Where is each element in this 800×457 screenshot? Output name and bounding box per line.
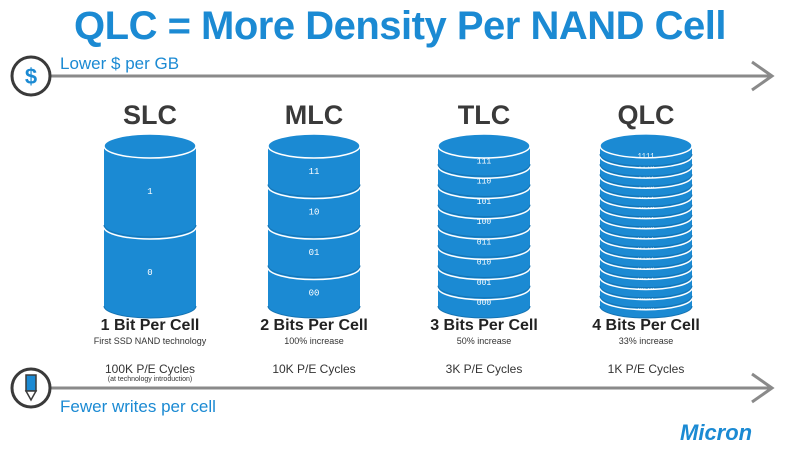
page-title: QLC = More Density Per NAND Cell (74, 4, 726, 48)
cell-level-value: 11 (309, 167, 320, 177)
cell-level-value: 1100 (638, 183, 655, 191)
pe-cycles-label: 100K P/E Cycles (104, 362, 196, 376)
bits-per-cell-label: 4 Bits Per Cell (592, 317, 700, 334)
bottom-arrow-label: Fewer writes per cell (60, 397, 216, 416)
cell-level-value: 0 (147, 268, 152, 278)
increase-label: 33% increase (618, 336, 674, 346)
pencil-icon (10, 367, 52, 409)
cell-level-value: 1110 (638, 163, 655, 171)
cell-level-value: 1111 (638, 153, 655, 161)
cell-level-value: 111 (477, 157, 492, 166)
cell-level-value: 1001 (638, 214, 655, 222)
svg-text:$: $ (25, 64, 37, 89)
cell-level-value: 1101 (638, 173, 655, 181)
dollar-icon: $ (10, 55, 52, 97)
cell-level-value: 110 (477, 178, 492, 187)
bottom-arrow (10, 367, 775, 409)
cell-level-value: 10 (309, 207, 320, 217)
pe-cycles-label: 3K P/E Cycles (445, 362, 523, 376)
cell-level-value: 01 (309, 248, 320, 258)
cell-level-value: 0001 (638, 295, 655, 303)
micron-logo: Micron (680, 420, 753, 445)
column-name: SLC (123, 100, 177, 130)
cell-level-disc: 1111 (599, 133, 693, 167)
cell-level-disc: 1 (103, 133, 197, 238)
column-name: TLC (457, 100, 511, 130)
cell-level-value: 0011 (638, 274, 655, 282)
pe-cycles-label: 1K P/E Cycles (607, 362, 685, 376)
increase-label: 100% increase (284, 336, 344, 346)
column-name: MLC (284, 100, 344, 130)
pe-cycles-note: (at technology introduction) (107, 376, 193, 383)
cylinder-stack: 000 001 010 011 100 101 110 111 (437, 133, 531, 319)
cell-level-value: 1010 (638, 203, 655, 211)
cell-level-value: 101 (477, 198, 492, 207)
increase-label: First SSD NAND technology (93, 336, 207, 346)
cell-level-value: 0110 (638, 244, 655, 252)
cylinder-stack: 0000 0001 0010 0011 0100 0101 0110 0111 1000 1001… (599, 133, 693, 319)
column-name: QLC (617, 100, 675, 130)
cell-level-disc: 111 (437, 133, 531, 177)
pe-cycles-label: 10K P/E Cycles (272, 362, 356, 376)
cell-level-value: 0100 (638, 264, 655, 272)
bits-per-cell-label: 2 Bits Per Cell (260, 317, 368, 334)
top-arrow-label: Lower $ per GB (60, 54, 180, 73)
cell-level-value: 1 (147, 187, 152, 197)
cell-level-disc: 11 (267, 133, 361, 197)
top-arrow: $ (10, 55, 775, 97)
cell-level-value: 001 (477, 279, 492, 288)
cylinder-stack: 00 01 10 11 (267, 133, 361, 319)
cell-level-value: 010 (477, 259, 492, 268)
cell-level-value: 00 (309, 288, 320, 298)
cell-level-value: 0010 (638, 284, 655, 292)
cell-level-value: 1011 (638, 193, 655, 201)
cylinder-stack: 01 (103, 133, 197, 319)
cell-level-value: 0000 (638, 305, 655, 313)
cell-level-value: 000 (477, 299, 492, 308)
cell-level-value: 100 (477, 218, 492, 227)
cell-level-value: 0111 (638, 234, 655, 242)
increase-label: 50% increase (456, 336, 512, 346)
bits-per-cell-label: 3 Bits Per Cell (430, 317, 538, 334)
cell-level-value: 011 (477, 238, 492, 247)
bits-per-cell-label: 1 Bit Per Cell (100, 317, 200, 334)
cell-level-value: 0101 (638, 254, 655, 262)
cell-level-value: 1000 (638, 224, 655, 232)
